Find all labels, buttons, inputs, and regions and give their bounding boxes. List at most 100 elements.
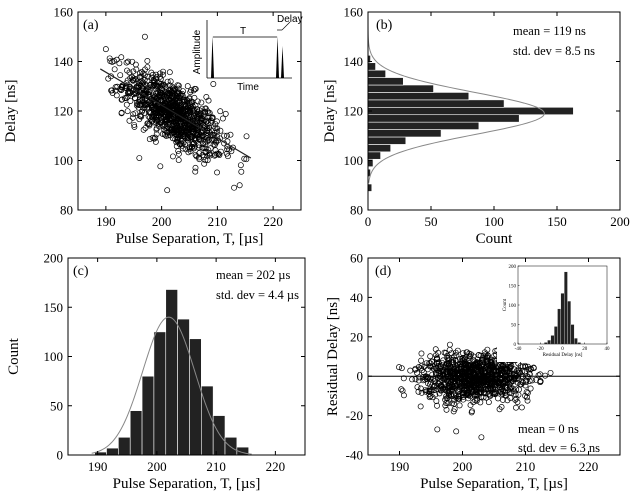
panel-label: (d) bbox=[375, 264, 392, 279]
data-point bbox=[489, 381, 496, 388]
data-point bbox=[217, 127, 224, 134]
data-point bbox=[418, 350, 425, 357]
stat-std-dev: std. dev = 6.3 ns bbox=[518, 441, 600, 455]
data-point bbox=[160, 114, 167, 121]
data-point bbox=[164, 78, 171, 85]
data-point bbox=[214, 128, 221, 135]
histogram-bar bbox=[153, 331, 167, 456]
data-point bbox=[152, 138, 159, 145]
data-point bbox=[201, 160, 208, 167]
data-point bbox=[496, 367, 503, 374]
data-point bbox=[168, 129, 175, 136]
data-point bbox=[414, 384, 421, 391]
inset-x-tick-label: 20 bbox=[582, 347, 588, 352]
data-point bbox=[152, 85, 159, 92]
x-tick-label: 200 bbox=[147, 459, 167, 474]
y-axis-label: Delay [ns] bbox=[3, 80, 19, 143]
y-tick-label: 0 bbox=[57, 448, 64, 463]
data-point bbox=[523, 394, 530, 401]
data-point bbox=[243, 156, 250, 163]
x-tick-label: 190 bbox=[390, 459, 410, 474]
data-point bbox=[205, 137, 212, 144]
data-point bbox=[437, 387, 444, 394]
histogram-bar bbox=[189, 338, 202, 456]
data-point bbox=[210, 141, 217, 148]
data-point bbox=[465, 368, 471, 375]
data-point bbox=[178, 140, 184, 147]
data-point bbox=[527, 365, 534, 372]
data-point bbox=[494, 371, 501, 378]
inset-bar bbox=[570, 324, 575, 345]
inset-y-tick-label: 100 bbox=[509, 304, 517, 309]
data-point bbox=[508, 379, 515, 386]
inset-y-tick-label: 50 bbox=[511, 323, 517, 328]
data-point bbox=[467, 402, 474, 409]
data-point bbox=[129, 58, 136, 65]
data-point bbox=[224, 146, 231, 153]
data-point bbox=[512, 391, 519, 398]
data-point bbox=[496, 371, 503, 378]
data-point bbox=[219, 115, 226, 122]
data-point bbox=[141, 33, 148, 40]
data-point bbox=[496, 384, 503, 391]
stat-mean: mean = 202 µs bbox=[216, 268, 290, 282]
data-point bbox=[165, 97, 172, 104]
data-point bbox=[194, 114, 200, 121]
data-point bbox=[160, 108, 167, 115]
data-point bbox=[455, 371, 462, 378]
y-tick-label: 140 bbox=[54, 54, 74, 69]
data-point bbox=[153, 83, 160, 90]
data-point bbox=[426, 363, 433, 370]
data-point bbox=[426, 390, 433, 397]
data-point bbox=[157, 163, 164, 170]
histogram-bar bbox=[129, 410, 143, 456]
data-point bbox=[127, 98, 134, 104]
data-point bbox=[489, 371, 496, 378]
data-point bbox=[417, 365, 424, 372]
y-axis-label: Delay [ns] bbox=[322, 80, 338, 143]
data-point bbox=[473, 359, 480, 366]
data-point bbox=[434, 426, 441, 433]
data-point bbox=[123, 101, 130, 108]
inset-bar bbox=[560, 293, 565, 345]
data-point bbox=[138, 80, 145, 87]
inset-bar bbox=[550, 335, 555, 345]
data-point bbox=[455, 370, 462, 377]
histogram-bar bbox=[367, 144, 391, 153]
data-point bbox=[180, 132, 187, 139]
data-point bbox=[131, 94, 138, 101]
data-point bbox=[518, 381, 525, 388]
data-point bbox=[478, 368, 485, 375]
data-point bbox=[194, 106, 201, 113]
data-point bbox=[153, 131, 160, 138]
x-tick-label: 200 bbox=[453, 459, 473, 474]
data-point bbox=[461, 355, 468, 362]
data-point bbox=[181, 98, 188, 105]
histogram-bar bbox=[367, 84, 434, 93]
data-point bbox=[475, 352, 482, 359]
data-point bbox=[123, 85, 130, 92]
axes-frame bbox=[77, 11, 302, 211]
data-point bbox=[426, 360, 433, 366]
data-point bbox=[132, 76, 139, 83]
data-point bbox=[430, 384, 437, 391]
data-point bbox=[224, 153, 231, 160]
data-point bbox=[175, 91, 182, 98]
data-point bbox=[138, 83, 144, 89]
data-point bbox=[102, 46, 109, 53]
stat-std-dev: std. dev = 4.4 µs bbox=[216, 288, 299, 302]
data-point bbox=[492, 390, 499, 396]
data-point bbox=[111, 66, 118, 73]
data-point bbox=[444, 355, 451, 362]
data-point bbox=[184, 97, 191, 104]
data-point bbox=[167, 121, 174, 128]
data-point bbox=[210, 81, 217, 87]
data-point bbox=[140, 126, 147, 133]
y-tick-label: 140 bbox=[344, 54, 364, 69]
data-point bbox=[516, 367, 523, 374]
data-point bbox=[473, 397, 480, 404]
data-point bbox=[105, 75, 112, 82]
data-point bbox=[487, 385, 494, 392]
data-point bbox=[524, 397, 531, 404]
